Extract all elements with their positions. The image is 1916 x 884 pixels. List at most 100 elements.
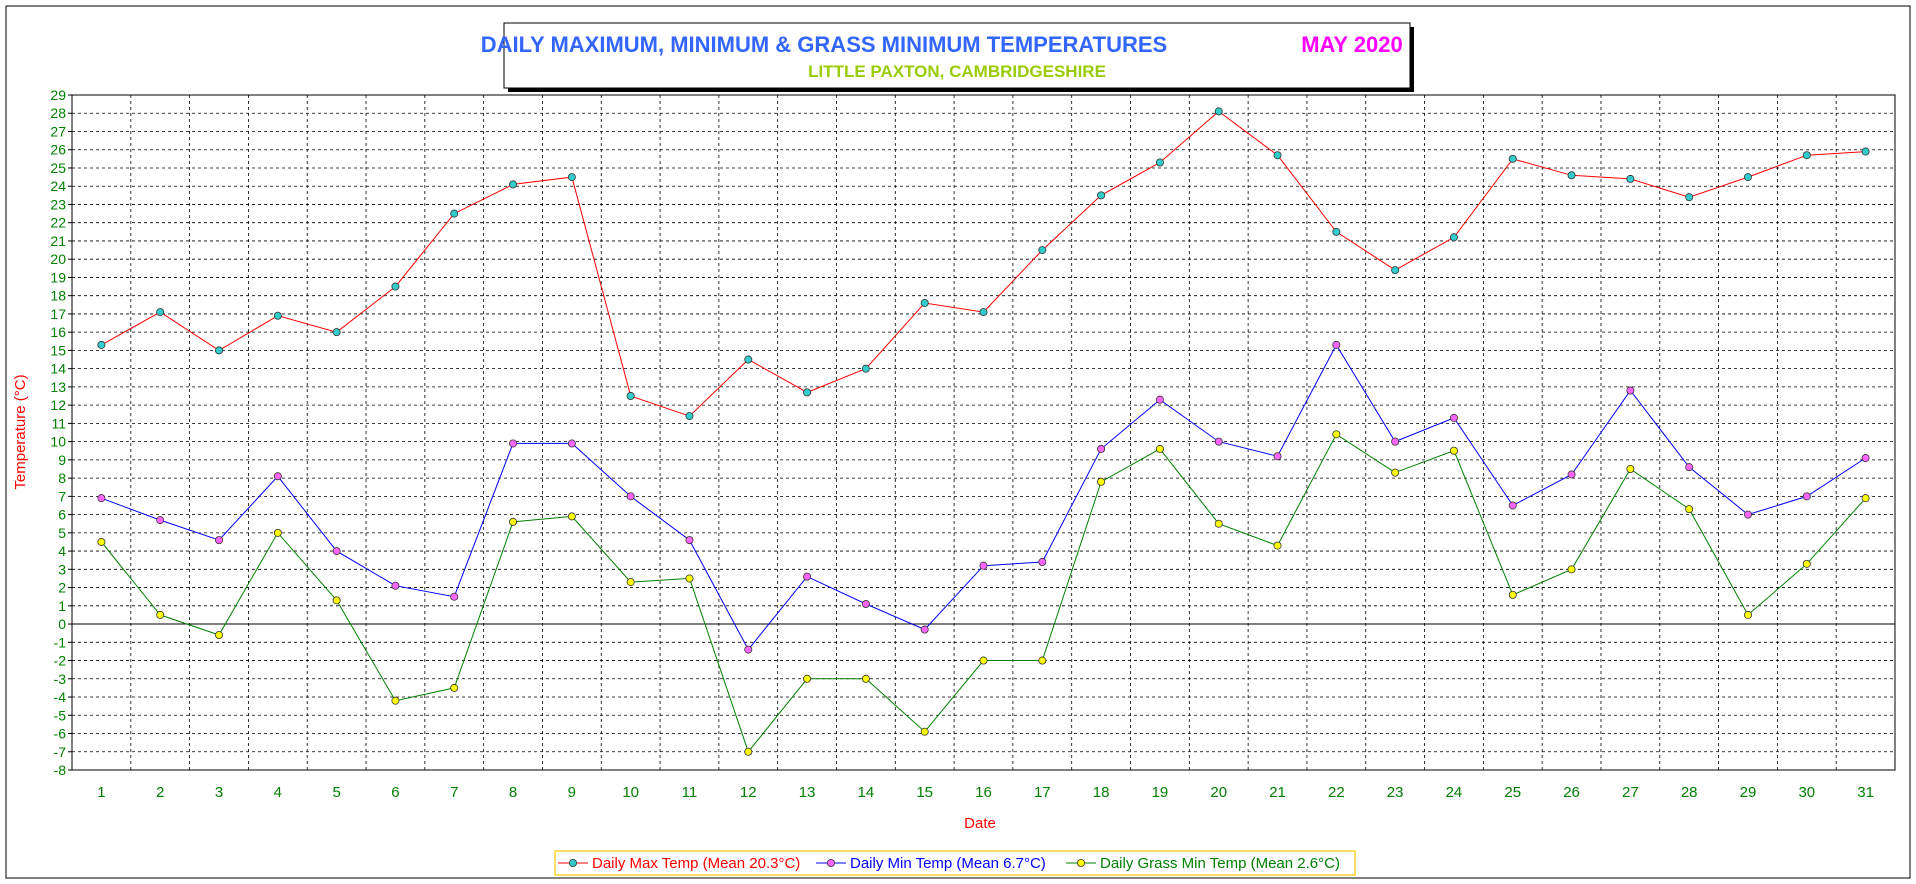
data-point-series-3 <box>1802 559 1811 568</box>
y-tick-label: -5 <box>54 707 67 723</box>
y-tick-label: -2 <box>54 653 67 669</box>
data-point-series-1 <box>744 355 753 364</box>
legend-marker-1 <box>569 859 578 868</box>
data-point-series-3 <box>803 674 812 683</box>
data-point-series-2 <box>391 581 400 590</box>
y-tick-label: 27 <box>50 123 66 139</box>
data-point-series-1 <box>97 340 106 349</box>
data-point-series-1 <box>861 364 870 373</box>
data-point-series-2 <box>273 472 282 481</box>
data-point-series-1 <box>1155 158 1164 167</box>
x-tick-label: 30 <box>1798 784 1815 801</box>
data-point-series-2 <box>861 599 870 608</box>
data-point-series-1 <box>1038 246 1047 255</box>
y-tick-label: 3 <box>58 561 66 577</box>
data-point-series-2 <box>803 572 812 581</box>
data-point-series-1 <box>1861 147 1870 156</box>
data-point-series-3 <box>1743 610 1752 619</box>
data-point-series-3 <box>744 747 753 756</box>
data-point-series-3 <box>861 674 870 683</box>
data-point-series-3 <box>97 537 106 546</box>
data-point-series-1 <box>1685 193 1694 202</box>
chart-subtitle: LITTLE PAXTON, CAMBRIDGESHIRE <box>808 62 1106 81</box>
legend-marker-2 <box>827 859 836 868</box>
data-point-series-1 <box>567 173 576 182</box>
y-tick-label: 5 <box>58 525 66 541</box>
data-point-series-2 <box>1626 386 1635 395</box>
y-axis-title: Temperature (°C) <box>12 374 29 489</box>
data-point-series-2 <box>1391 437 1400 446</box>
x-tick-label: 10 <box>622 784 639 801</box>
data-point-series-2 <box>97 494 106 503</box>
chart-title: DAILY MAXIMUM, MINIMUM & GRASS MINIMUM T… <box>481 32 1167 57</box>
y-tick-label: -4 <box>54 689 67 705</box>
data-point-series-1 <box>1802 151 1811 160</box>
y-tick-label: 15 <box>50 342 66 358</box>
data-point-series-1 <box>979 308 988 317</box>
data-point-series-3 <box>1685 505 1694 514</box>
data-point-series-2 <box>979 561 988 570</box>
x-tick-label: 16 <box>975 784 992 801</box>
x-tick-label: 11 <box>682 784 698 801</box>
data-point-series-3 <box>1567 565 1576 574</box>
x-tick-label: 2 <box>156 784 164 801</box>
y-tick-label: -7 <box>54 744 67 760</box>
plot-area <box>71 94 1896 771</box>
y-tick-label: 1 <box>58 598 66 614</box>
title-box <box>503 22 1411 89</box>
data-point-series-1 <box>1567 171 1576 180</box>
data-point-series-1 <box>1332 227 1341 236</box>
x-axis-ticks: 1 2 3 4 5 6 7 8 9 10 11 12 13 14 15 16 17 18 19 20 21 22 23 24 2… <box>97 784 1874 801</box>
data-point-series-2 <box>685 536 694 545</box>
y-tick-label: 24 <box>50 178 66 194</box>
data-point-series-2 <box>920 625 929 634</box>
y-tick-label: 19 <box>50 269 66 285</box>
data-point-series-1 <box>273 311 282 320</box>
x-tick-label: 20 <box>1210 784 1227 801</box>
x-tick-label: 26 <box>1563 784 1580 801</box>
grid-lines <box>72 95 1895 770</box>
x-tick-label: 8 <box>509 784 517 801</box>
x-tick-label: 28 <box>1681 784 1698 801</box>
data-point-series-2 <box>744 645 753 654</box>
data-point-series-2 <box>1685 463 1694 472</box>
y-tick-label: -3 <box>54 671 67 687</box>
data-point-series-3 <box>1097 477 1106 486</box>
x-tick-label: 18 <box>1093 784 1110 801</box>
y-axis-ticks: -8-7-6-5-4-3-2-1012345678910111213141516… <box>50 87 72 778</box>
x-tick-label: 21 <box>1269 784 1286 801</box>
x-tick-label: 24 <box>1446 784 1463 801</box>
data-point-series-3 <box>332 596 341 605</box>
y-tick-label: 21 <box>50 233 66 249</box>
x-tick-label: 23 <box>1387 784 1404 801</box>
data-point-series-3 <box>156 610 165 619</box>
x-tick-label: 13 <box>799 784 816 801</box>
data-point-series-2 <box>1332 340 1341 349</box>
y-tick-label: 18 <box>50 288 66 304</box>
y-tick-label: 6 <box>58 507 66 523</box>
data-point-series-2 <box>626 492 635 501</box>
data-point-series-2 <box>1802 492 1811 501</box>
y-tick-label: 8 <box>58 470 66 486</box>
data-point-series-3 <box>1273 541 1282 550</box>
data-point-series-3 <box>979 656 988 665</box>
data-point-series-2 <box>156 516 165 525</box>
x-tick-label: 22 <box>1328 784 1345 801</box>
data-point-series-3 <box>1861 494 1870 503</box>
data-point-series-3 <box>273 528 282 537</box>
data-point-series-1 <box>685 412 694 421</box>
data-point-series-1 <box>1626 174 1635 183</box>
data-point-series-2 <box>1861 454 1870 463</box>
data-point-series-2 <box>1097 444 1106 453</box>
data-point-series-2 <box>1567 470 1576 479</box>
data-point-series-1 <box>1449 233 1458 242</box>
x-tick-label: 14 <box>858 784 875 801</box>
data-point-series-3 <box>1332 430 1341 439</box>
x-tick-label: 4 <box>274 784 282 801</box>
legend-marker-3 <box>1077 859 1086 868</box>
data-point-series-3 <box>626 578 635 587</box>
y-tick-label: 2 <box>58 580 66 596</box>
y-tick-label: 29 <box>50 87 66 103</box>
data-point-series-1 <box>626 392 635 401</box>
y-tick-label: 14 <box>50 361 66 377</box>
